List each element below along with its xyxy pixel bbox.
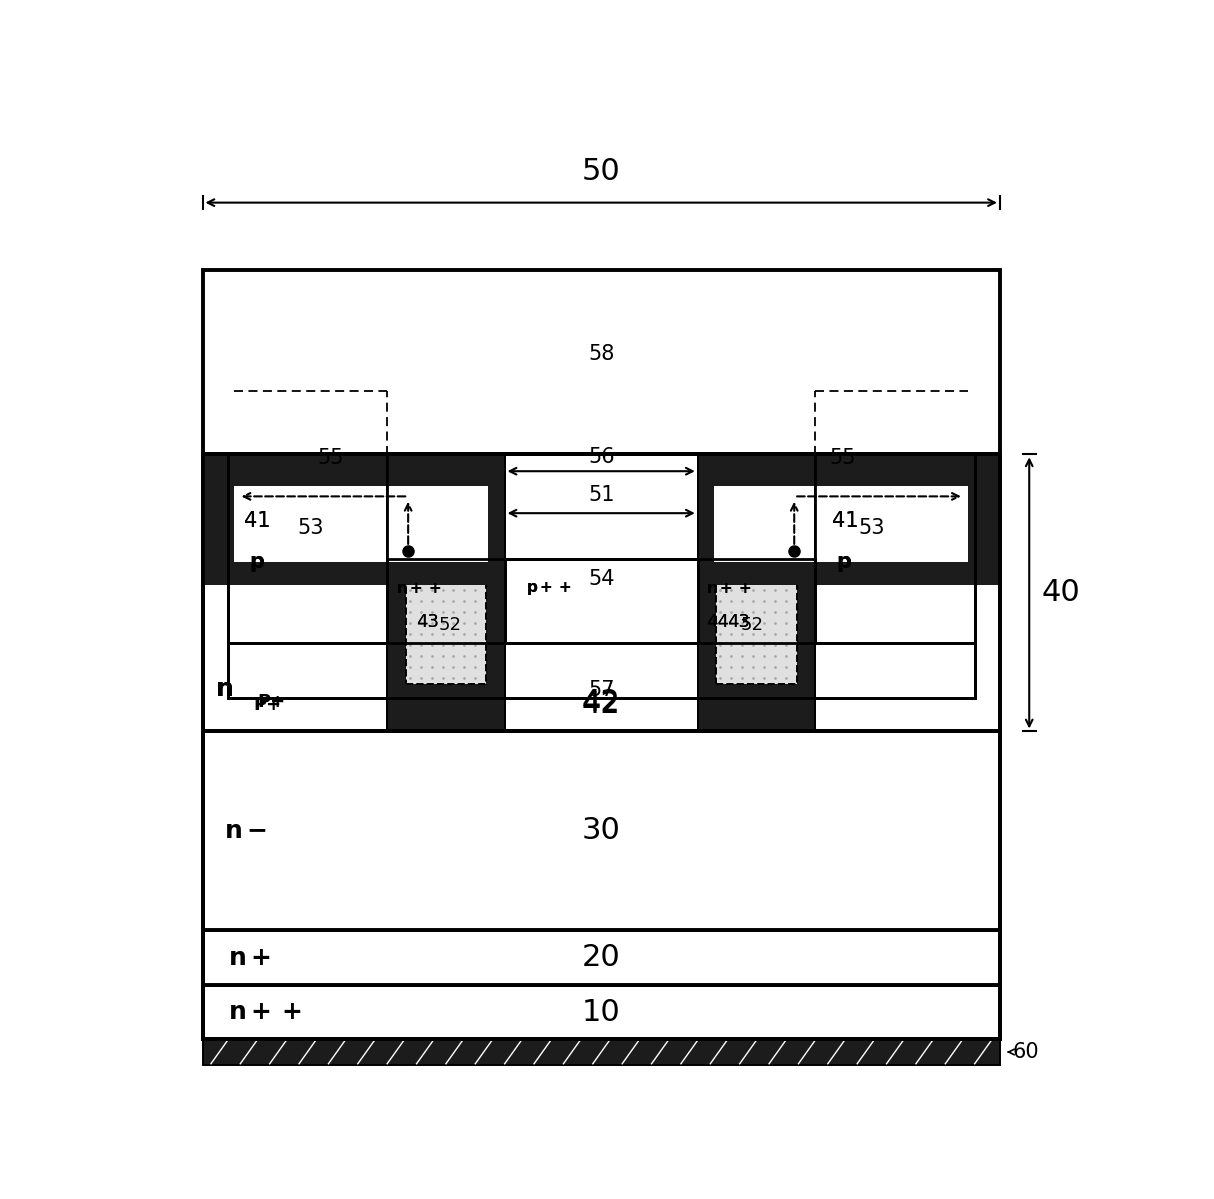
Bar (234, 487, 488, 562)
Text: 56: 56 (588, 447, 614, 466)
Text: 41: 41 (832, 511, 858, 530)
Bar (505, 559, 698, 643)
Bar (387, 454, 505, 731)
Text: $\mathbf{p}$: $\mathbf{p}$ (249, 554, 265, 574)
Bar (405, 683, 487, 713)
Text: 53: 53 (858, 518, 885, 538)
Text: $\mathbf{n++}$: $\mathbf{n++}$ (228, 1000, 301, 1024)
Text: 54: 54 (588, 568, 614, 589)
Bar (203, 930, 1000, 984)
Text: 43: 43 (416, 613, 439, 632)
Bar (716, 566, 796, 683)
Bar (698, 454, 816, 731)
Text: 51: 51 (588, 484, 614, 505)
Text: 30: 30 (582, 817, 620, 845)
Bar (816, 454, 975, 643)
Text: 43: 43 (727, 613, 750, 632)
Text: $\mathbf{p}$: $\mathbf{p}$ (249, 554, 265, 574)
Bar (387, 559, 505, 643)
Text: 50: 50 (582, 157, 620, 186)
Bar (715, 454, 1000, 487)
Text: 42: 42 (582, 691, 620, 719)
Text: $\mathbf{n-}$: $\mathbf{n-}$ (223, 819, 266, 843)
Bar (203, 454, 1000, 731)
Bar (405, 454, 487, 713)
Bar (968, 454, 1000, 585)
Bar (505, 559, 698, 643)
Bar (228, 454, 975, 698)
Bar (387, 559, 505, 643)
Text: 44: 44 (707, 613, 730, 632)
Bar (203, 731, 1000, 930)
Text: 53: 53 (297, 518, 324, 538)
Text: $\mathbf{n}$: $\mathbf{n}$ (215, 677, 233, 701)
Text: P+: P+ (253, 695, 280, 713)
Text: 55: 55 (318, 447, 345, 468)
Bar (228, 454, 387, 643)
Text: $\mathbf{n++}$: $\mathbf{n++}$ (707, 582, 751, 596)
Bar (716, 683, 796, 713)
Text: 41: 41 (832, 511, 858, 530)
Text: 57: 57 (588, 680, 614, 700)
Bar (203, 1040, 1000, 1065)
Text: $\mathbf{p++}$: $\mathbf{p++}$ (526, 580, 572, 597)
Bar (698, 559, 816, 643)
Text: 43: 43 (416, 613, 439, 632)
Bar (387, 454, 505, 731)
Bar (405, 472, 450, 566)
Bar (716, 454, 796, 713)
Text: 40: 40 (1042, 578, 1080, 608)
Text: 55: 55 (829, 447, 856, 468)
Text: 52: 52 (438, 616, 461, 634)
Bar (203, 270, 1000, 1040)
Text: P+: P+ (257, 693, 285, 711)
Text: 60: 60 (1012, 1042, 1039, 1062)
Text: 43: 43 (727, 613, 750, 632)
Text: 10: 10 (582, 998, 620, 1026)
Bar (203, 454, 1000, 731)
Text: 44: 44 (707, 613, 730, 632)
Text: $\mathbf{n+}$: $\mathbf{n+}$ (228, 946, 271, 970)
Text: $\mathbf{p}$: $\mathbf{p}$ (836, 554, 852, 574)
Text: $\mathbf{p++}$: $\mathbf{p++}$ (526, 580, 572, 597)
Bar (715, 487, 968, 562)
Text: 52: 52 (741, 616, 764, 634)
Text: $\mathbf{n++}$: $\mathbf{n++}$ (707, 582, 751, 596)
Bar (228, 454, 387, 643)
Bar (816, 454, 975, 643)
Bar (405, 566, 487, 683)
Text: 41: 41 (244, 511, 271, 530)
Bar (203, 562, 488, 585)
Bar (753, 472, 796, 566)
Bar (228, 454, 975, 698)
Text: 20: 20 (582, 944, 620, 972)
Text: $\mathbf{p}$: $\mathbf{p}$ (836, 554, 852, 574)
Text: $\mathbf{n++}$: $\mathbf{n++}$ (396, 582, 441, 596)
Text: $\mathbf{n++}$: $\mathbf{n++}$ (396, 582, 441, 596)
Bar (203, 984, 1000, 1040)
Bar (203, 454, 234, 585)
Bar (203, 454, 488, 487)
Bar (698, 559, 816, 643)
Text: 42: 42 (582, 687, 620, 717)
Text: 58: 58 (588, 344, 614, 363)
Text: $\mathbf{n}$: $\mathbf{n}$ (215, 677, 233, 701)
Bar (715, 562, 1000, 585)
Text: 41: 41 (244, 511, 271, 530)
Bar (698, 454, 816, 731)
